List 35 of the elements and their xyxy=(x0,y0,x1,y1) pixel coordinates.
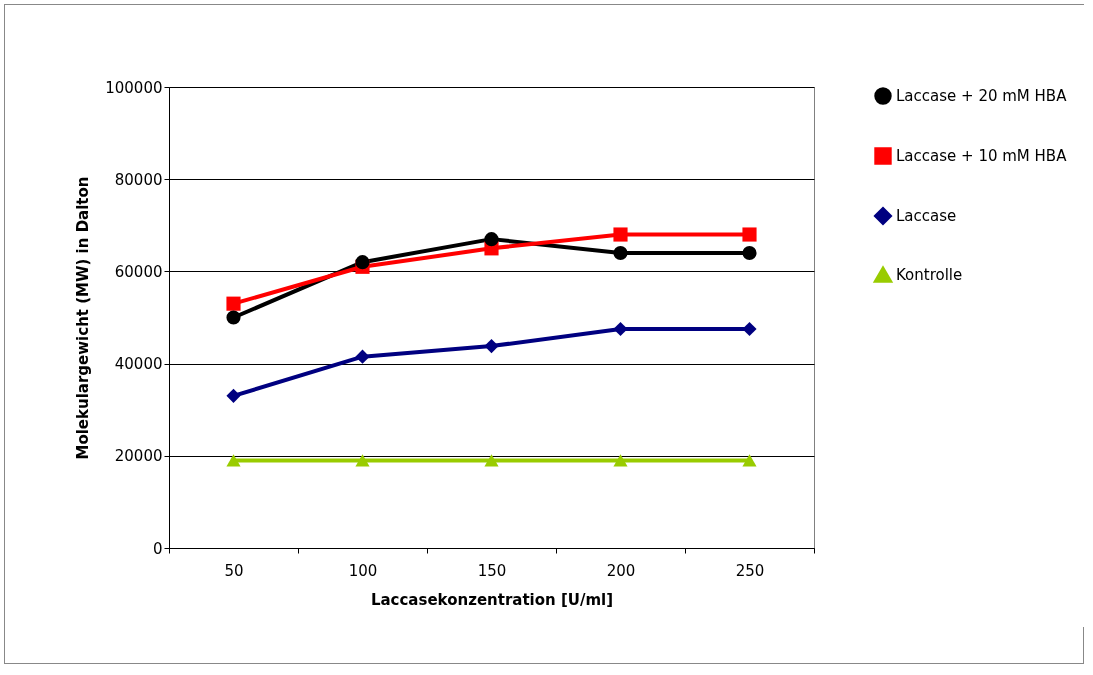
point xyxy=(484,454,499,467)
x-axis-title: Laccasekonzentration [U/ml] xyxy=(370,590,614,609)
legend-label: Laccase + 20 mM HBA xyxy=(896,87,1068,105)
point xyxy=(226,310,241,325)
point xyxy=(613,227,628,242)
y-axis-title: Molekulargewicht (MW) in Dalton xyxy=(74,176,93,460)
point xyxy=(226,388,241,403)
point xyxy=(742,454,757,467)
point xyxy=(613,321,628,337)
point xyxy=(613,454,628,467)
point xyxy=(613,245,628,261)
y-tick-label: 0 xyxy=(152,539,163,558)
y-tick-label: 80000 xyxy=(114,170,163,189)
point xyxy=(484,339,499,354)
y-tick-label: 60000 xyxy=(114,262,163,281)
point xyxy=(226,454,241,467)
legend-label: Laccase xyxy=(896,207,957,225)
point xyxy=(742,245,757,261)
point xyxy=(484,232,499,247)
point xyxy=(742,227,757,242)
y-tick-label: 40000 xyxy=(114,355,163,374)
legend-label: Kontrolle xyxy=(896,266,963,284)
point xyxy=(226,296,241,311)
y-tick-label: 20000 xyxy=(114,447,163,466)
x-tick-label: 250 xyxy=(735,561,765,580)
point xyxy=(355,454,370,467)
x-tick-label: 150 xyxy=(477,561,507,580)
point xyxy=(355,255,370,270)
y-tick-label: 100000 xyxy=(105,78,163,97)
legend-label: Laccase + 10 mM HBA xyxy=(896,147,1068,165)
x-tick-label: 50 xyxy=(224,561,244,580)
point xyxy=(742,321,757,337)
x-tick-label: 100 xyxy=(348,561,378,580)
x-tick-label: 200 xyxy=(606,561,636,580)
point xyxy=(355,349,370,364)
